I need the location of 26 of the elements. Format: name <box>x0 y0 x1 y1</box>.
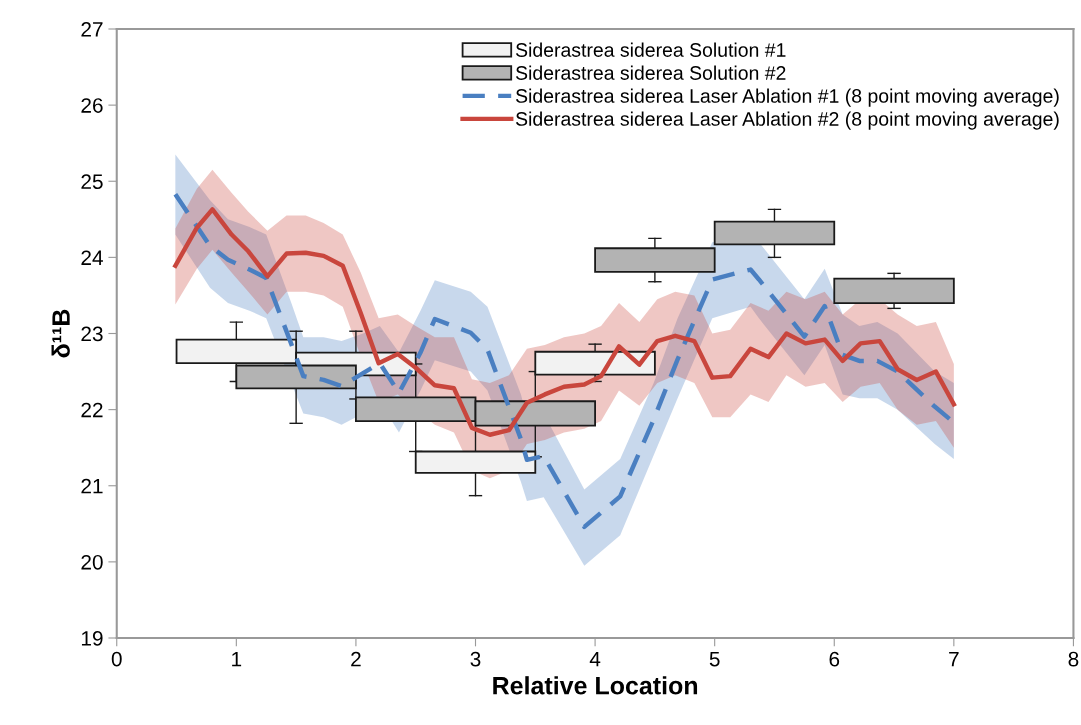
x-tick-label: 2 <box>351 651 361 667</box>
y-tick-label: 25 <box>81 174 103 189</box>
legend-label: Siderastrea siderea Laser Ablation #1 (8 point moving average) <box>515 88 1059 107</box>
legend-label: Siderastrea siderea Solution #1 <box>515 42 786 57</box>
y-tick-label: 19 <box>81 631 103 646</box>
y-tick-label: 21 <box>81 478 103 494</box>
legend-label: Siderastrea siderea Solution #2 <box>515 65 786 80</box>
y-tick-label: 20 <box>81 554 103 570</box>
y-axis-title: δ¹¹B <box>51 309 70 358</box>
y-tick-label: 23 <box>81 326 103 342</box>
x-tick-label: 5 <box>709 651 720 667</box>
y-tick-label: 22 <box>81 402 103 418</box>
x-axis-title: Relative Location <box>493 676 698 695</box>
x-tick-label: 1 <box>232 651 242 667</box>
x-tick-label: 7 <box>949 651 959 667</box>
x-tick-label: 4 <box>589 651 601 667</box>
x-tick-label: 3 <box>470 651 481 667</box>
y-tick-label: 26 <box>81 98 103 113</box>
legend-label: Siderastrea siderea Laser Ablation #2 (8 point moving average) <box>515 111 1059 130</box>
x-tick-label: 8 <box>1068 651 1079 667</box>
y-tick-label: 27 <box>81 22 103 37</box>
x-tick-label: 0 <box>111 651 122 667</box>
x-tick-label: 6 <box>829 651 840 667</box>
line-series <box>173 207 957 437</box>
y-tick-label: 24 <box>81 250 103 265</box>
bar <box>833 277 955 304</box>
